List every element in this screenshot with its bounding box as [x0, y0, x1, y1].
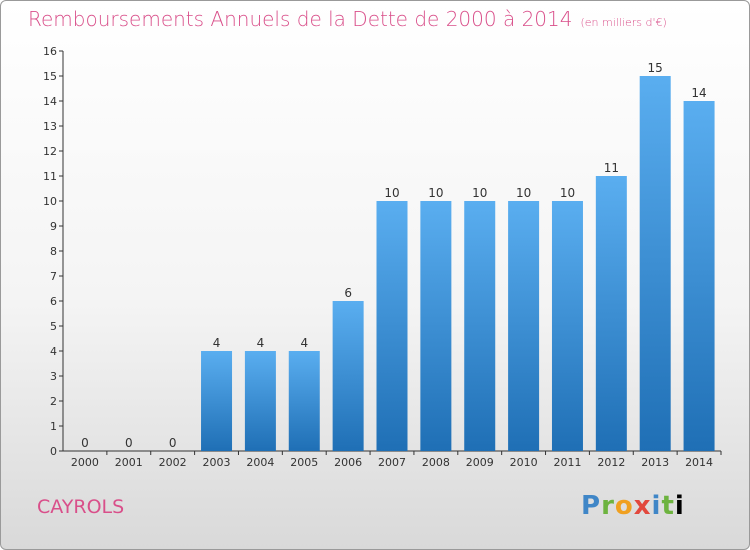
data-label: 6: [344, 286, 352, 300]
x-tick-label: 2012: [597, 456, 625, 469]
bar: [332, 301, 364, 451]
data-label: 11: [604, 161, 619, 175]
y-tick-label: 8: [50, 245, 57, 258]
bar: [376, 201, 408, 451]
data-label: 14: [691, 86, 706, 100]
y-tick-label: 4: [50, 345, 57, 358]
y-tick-label: 3: [50, 370, 57, 383]
data-label: 10: [472, 186, 487, 200]
x-tick-label: 2011: [553, 456, 581, 469]
y-tick-label: 16: [43, 45, 57, 58]
bar: [201, 351, 233, 451]
x-tick-label: 2005: [290, 456, 318, 469]
bar: [464, 201, 496, 451]
x-tick-label: 2006: [334, 456, 362, 469]
y-tick-label: 2: [50, 395, 57, 408]
x-tick-label: 2000: [71, 456, 99, 469]
y-tick-label: 15: [43, 70, 57, 83]
bar: [288, 351, 320, 451]
town-name: CAYROLS: [37, 496, 125, 518]
y-tick-label: 7: [50, 270, 57, 283]
bar: [420, 201, 452, 451]
x-tick-label: 2010: [510, 456, 538, 469]
chart-title: Remboursements Annuels de la Dette de 20…: [28, 7, 667, 31]
x-tick-label: 2001: [115, 456, 143, 469]
y-tick-label: 6: [50, 295, 57, 308]
x-tick-label: 2004: [246, 456, 274, 469]
x-tick-label: 2003: [203, 456, 231, 469]
data-label: 4: [300, 336, 308, 350]
bar: [508, 201, 540, 451]
y-tick-label: 12: [43, 145, 57, 158]
y-tick-label: 13: [43, 120, 57, 133]
data-label: 0: [169, 436, 177, 450]
x-tick-label: 2002: [159, 456, 187, 469]
x-tick-label: 2013: [641, 456, 669, 469]
y-tick-label: 9: [50, 220, 57, 233]
title-text: Remboursements Annuels de la Dette de 20…: [28, 7, 573, 31]
y-tick-label: 10: [43, 195, 57, 208]
data-label: 0: [81, 436, 89, 450]
data-label: 0: [125, 436, 133, 450]
y-tick-label: 1: [50, 420, 57, 433]
data-label: 10: [560, 186, 575, 200]
bar: [683, 101, 715, 451]
proxiti-logo: Proxiti: [581, 491, 685, 521]
bar: [595, 176, 627, 451]
data-label: 10: [428, 186, 443, 200]
x-tick-label: 2014: [685, 456, 713, 469]
x-tick-label: 2008: [422, 456, 450, 469]
data-labels: 0 0 0 4 4 4 6 10 10 10 10 10 11 15 14: [81, 61, 707, 450]
bar: [551, 201, 583, 451]
y-tick-label: 0: [50, 445, 57, 458]
y-tick-label: 11: [43, 170, 57, 183]
bar: [639, 76, 671, 451]
x-tick-label: 2007: [378, 456, 406, 469]
x-tick-label: 2009: [466, 456, 494, 469]
data-label: 10: [516, 186, 531, 200]
bars: [201, 76, 715, 451]
data-label: 10: [384, 186, 399, 200]
data-label: 4: [213, 336, 221, 350]
data-label: 15: [648, 61, 663, 75]
y-tick-label: 14: [43, 95, 57, 108]
title-unit: (en milliers d'€): [580, 16, 667, 29]
y-tick-label: 5: [50, 320, 57, 333]
bar: [244, 351, 276, 451]
data-label: 4: [257, 336, 265, 350]
